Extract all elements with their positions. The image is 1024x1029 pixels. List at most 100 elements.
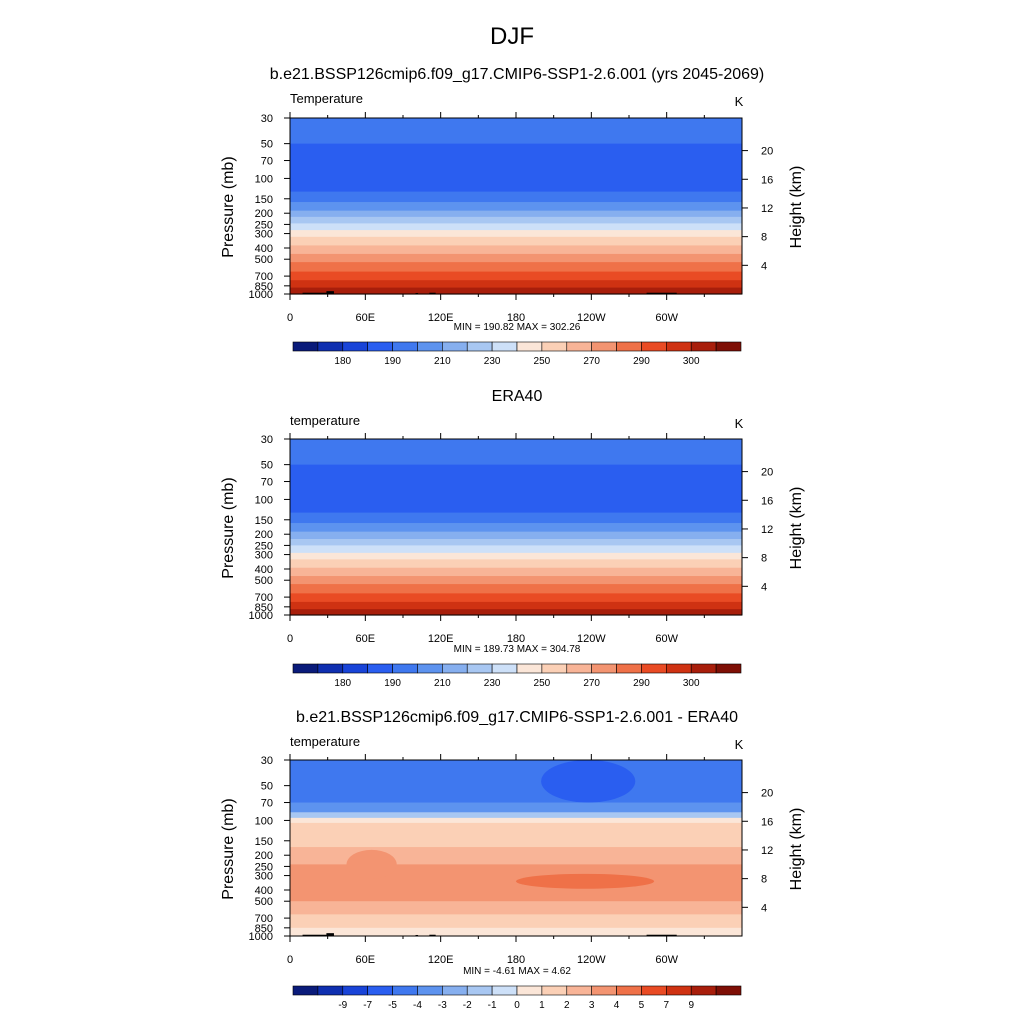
colorbar-label: -5 <box>388 1000 397 1011</box>
y-tick-label: 100 <box>255 815 273 827</box>
colorbar-label: 300 <box>683 678 700 689</box>
colorbar-box <box>666 341 692 352</box>
colorbar-label: -3 <box>438 1000 447 1011</box>
variable-label: temperature <box>290 734 360 749</box>
contour-band <box>290 567 742 577</box>
colorbar-box <box>491 341 518 352</box>
colorbar-label: -9 <box>338 1000 347 1011</box>
topography-mask <box>429 292 436 294</box>
colorbar-box <box>491 663 518 674</box>
units-label: K <box>735 737 744 752</box>
y-tick-label: 1000 <box>249 931 273 943</box>
y-tick-label: 30 <box>261 113 273 125</box>
colorbar-box <box>641 663 667 674</box>
colorbar-box <box>466 663 493 674</box>
colorbar-box <box>616 341 642 352</box>
y-tick-label: 700 <box>255 592 273 604</box>
colorbar-label: -4 <box>413 1000 422 1011</box>
page-title: DJF <box>490 23 534 50</box>
height-tick-label: 16 <box>761 816 773 828</box>
colorbar-box <box>591 985 617 996</box>
contour-band <box>290 601 742 610</box>
colorbar-label: 190 <box>384 678 401 689</box>
colorbar-box <box>292 663 319 674</box>
panel-title: b.e21.BSSP126cmip6.f09_g17.CMIP6-SSP1-2.… <box>270 66 765 83</box>
contour-band <box>290 464 742 514</box>
y-tick-label: 200 <box>255 529 273 541</box>
x-tick-label: 60E <box>356 312 376 324</box>
contour-band <box>290 539 742 547</box>
y-tick-label: 400 <box>255 564 273 576</box>
contour-band <box>290 593 742 603</box>
colorbar-box <box>392 985 418 996</box>
colorbar-box <box>541 341 568 352</box>
y-tick-label: 300 <box>255 229 273 241</box>
colorbar-box <box>442 341 468 352</box>
x-tick-label: 0 <box>287 954 293 966</box>
y-tick-label: 400 <box>255 243 273 255</box>
y-tick-label: 50 <box>261 781 273 793</box>
height-tick-label: 12 <box>761 203 773 215</box>
colorbar-label: 290 <box>633 678 650 689</box>
contour-band <box>290 576 742 585</box>
contour-band <box>290 262 742 273</box>
y-tick-label: 850 <box>255 923 273 935</box>
x-tick-label: 60E <box>356 954 376 966</box>
colorbar: -9 -7 -5 -4 -3 -2 -1 0 1 2 3 4 5 7 9 <box>292 985 742 1011</box>
contour-band <box>290 439 742 466</box>
y-axis-label: Pressure (mb) <box>220 477 237 578</box>
colorbar-box <box>616 663 642 674</box>
height-tick-label: 20 <box>761 788 773 800</box>
height-tick-label: 8 <box>761 553 767 565</box>
colorbar-box <box>715 663 742 674</box>
colorbar-box <box>392 663 418 674</box>
y-tick-label: 1000 <box>249 289 273 301</box>
colorbar-box <box>442 985 468 996</box>
colorbar-label: 1 <box>539 1000 545 1011</box>
y-tick-label: 400 <box>255 885 273 897</box>
height-tick-label: 16 <box>761 174 773 186</box>
colorbar-box <box>466 985 493 996</box>
height-tick-label: 4 <box>761 581 767 593</box>
contour-band <box>290 236 742 247</box>
contour-patch <box>346 849 397 879</box>
x-tick-label: 0 <box>287 633 293 645</box>
y-tick-label: 200 <box>255 850 273 862</box>
x-tick-label: 60E <box>356 633 376 645</box>
contour-band <box>290 191 742 203</box>
topography-mask <box>415 292 419 294</box>
y-tick-label: 70 <box>261 477 273 489</box>
colorbar-label: -2 <box>463 1000 472 1011</box>
colorbar-box <box>442 663 468 674</box>
height-tick-label: 8 <box>761 874 767 886</box>
height-tick-label: 20 <box>761 146 773 158</box>
colorbar-box <box>317 985 344 996</box>
y-tick-label: 500 <box>255 575 273 587</box>
colorbar-box <box>367 341 393 352</box>
y-tick-label: 50 <box>261 460 273 472</box>
panel-title: ERA40 <box>492 388 543 405</box>
contour-band <box>290 216 742 225</box>
contour-band <box>290 545 742 554</box>
topography-mask <box>429 934 436 936</box>
colorbar-box <box>516 663 543 674</box>
colorbar-box <box>342 985 368 996</box>
contour-band <box>290 202 742 212</box>
x-tick-label: 180 <box>507 633 525 645</box>
y-axis-right-label: Height (km) <box>788 808 805 891</box>
contour-band <box>290 223 742 231</box>
colorbar-box <box>666 985 692 996</box>
colorbar-box <box>591 663 617 674</box>
y-tick-label: 500 <box>255 896 273 908</box>
x-tick-label: 120E <box>428 312 454 324</box>
colorbar-label: 210 <box>434 678 451 689</box>
x-tick-label: 120W <box>577 954 606 966</box>
colorbar-label: 4 <box>614 1000 620 1011</box>
y-tick-label: 250 <box>255 861 273 873</box>
colorbar-box <box>541 663 568 674</box>
x-tick-label: 120W <box>577 312 606 324</box>
height-tick-label: 4 <box>761 260 767 272</box>
x-tick-label: 60W <box>655 312 678 324</box>
y-axis-label: Pressure (mb) <box>220 156 237 257</box>
x-tick-label: 180 <box>507 312 525 324</box>
